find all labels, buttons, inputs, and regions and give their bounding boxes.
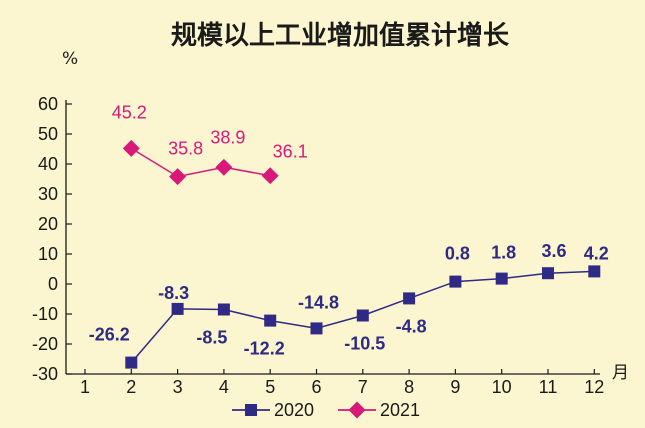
x-tick-label: 4	[219, 377, 229, 397]
data-label: 0.8	[445, 244, 470, 264]
data-label: -8.3	[158, 283, 189, 303]
data-label: -26.2	[89, 325, 130, 345]
data-label: 1.8	[491, 243, 516, 263]
x-axis-unit: 月	[612, 363, 629, 383]
data-label: 45.2	[112, 102, 147, 122]
y-tick-label: 60	[38, 94, 58, 114]
y-tick-label: 30	[38, 184, 58, 204]
legend-marker	[245, 404, 257, 416]
x-tick-label: 1	[80, 377, 90, 397]
legend: 2020 2021	[232, 400, 420, 420]
series-2020-point	[449, 275, 462, 288]
data-label: -14.8	[298, 292, 339, 312]
x-tick-label: 9	[450, 377, 460, 397]
x-tick-label: 12	[584, 377, 604, 397]
data-label: 4.2	[584, 243, 609, 263]
legend-marker	[348, 401, 366, 419]
y-tick-label: 50	[38, 124, 58, 144]
series-2020-point	[495, 272, 508, 285]
series-2020-point	[171, 302, 184, 315]
data-label: -10.5	[344, 334, 385, 354]
series-2021-point	[122, 139, 140, 157]
data-label: -12.2	[244, 339, 285, 359]
x-tick-label: 5	[265, 377, 275, 397]
data-label: 36.1	[273, 142, 308, 162]
series-2020-point	[310, 322, 323, 335]
series-2020-point	[356, 309, 369, 322]
x-tick-label: 10	[492, 377, 512, 397]
series-2020-point	[264, 314, 277, 327]
legend-label: 2021	[380, 400, 420, 420]
y-tick-label: 20	[38, 214, 58, 234]
x-tick-label: 11	[539, 377, 558, 397]
data-label: -8.5	[196, 328, 227, 348]
series-layer: -26.2 -8.3 -8.5 -12.2 -14.8 -10.5 -4.8 0.8 1.8 3.…	[89, 102, 609, 369]
legend-label: 2020	[274, 400, 314, 420]
series-2021-line	[130, 147, 271, 178]
y-tick-label: -20	[32, 334, 58, 354]
x-tick-label: 3	[173, 377, 183, 397]
data-label: 35.8	[168, 139, 203, 159]
series-2020: -26.2 -8.3 -8.5 -12.2 -14.8 -10.5 -4.8 0.8 1.8 3.…	[89, 241, 609, 369]
y-tick-label: 10	[38, 244, 58, 264]
series-2020-point	[542, 267, 554, 280]
series-2020-point	[403, 292, 416, 305]
y-tick-label: -10	[32, 304, 58, 324]
x-tick-label: 2	[126, 377, 136, 397]
series-2020-point	[217, 303, 230, 316]
y-tick-label: 0	[48, 274, 58, 294]
y-tick-label: 40	[38, 154, 58, 174]
x-tick-label: 6	[311, 377, 321, 397]
y-tick-label: -30	[32, 364, 58, 384]
data-label: 38.9	[210, 127, 245, 147]
series-2021: 45.2 35.8 38.9 36.1	[112, 102, 308, 186]
y-axis-unit: %	[62, 49, 78, 69]
x-tick-label: 8	[404, 377, 414, 397]
series-2021-point	[261, 167, 279, 185]
series-2021-point	[169, 168, 187, 186]
data-label: 3.6	[541, 241, 566, 261]
series-2020-point	[588, 265, 601, 278]
series-2020-point	[125, 356, 138, 369]
chart-title: 规模以上工业增加值累计增长	[171, 20, 510, 51]
data-label: -4.8	[396, 316, 427, 336]
series-2021-point	[215, 158, 233, 176]
x-tick-label: 7	[358, 377, 368, 397]
